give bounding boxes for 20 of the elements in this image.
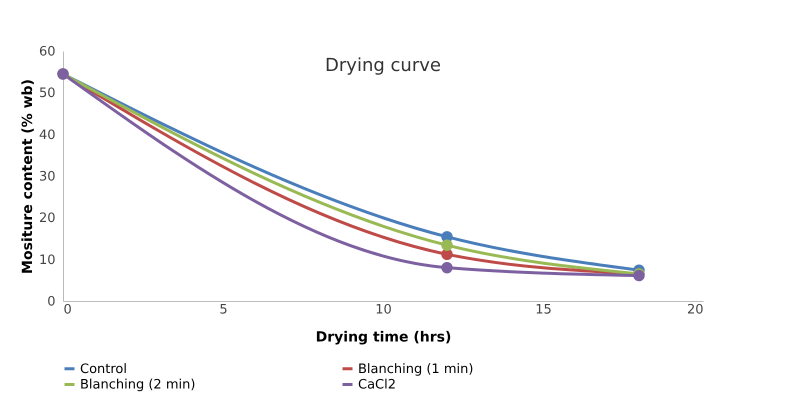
x-tick-label: 20 bbox=[686, 302, 704, 318]
y-tick-label: 40 bbox=[38, 128, 56, 143]
legend-label: Blanching (1 min) bbox=[358, 362, 474, 377]
point bbox=[441, 262, 453, 274]
y-tick-label: 50 bbox=[38, 86, 56, 102]
point bbox=[441, 239, 453, 251]
x-tick-label: 10 bbox=[375, 302, 392, 318]
x-tick-label: 5 bbox=[219, 302, 228, 318]
legend-label: CaCl2 bbox=[358, 378, 396, 392]
y-tick-label: 10 bbox=[38, 252, 56, 268]
legend-label: Blanching (2 min) bbox=[80, 378, 196, 392]
y-tick-label: 60 bbox=[38, 44, 56, 60]
x-tick-label: 15 bbox=[535, 302, 552, 318]
x-tick-label: 0 bbox=[64, 302, 72, 318]
x-axis-title: Drying time (hrs) bbox=[316, 330, 452, 346]
y-axis-title: Mositure content (% wb) bbox=[20, 79, 36, 274]
y-tick-label: 30 bbox=[38, 170, 56, 184]
y-tick-label: 20 bbox=[38, 211, 56, 226]
legend-label: Control bbox=[80, 362, 127, 377]
chart-title: Drying curve bbox=[325, 55, 441, 76]
